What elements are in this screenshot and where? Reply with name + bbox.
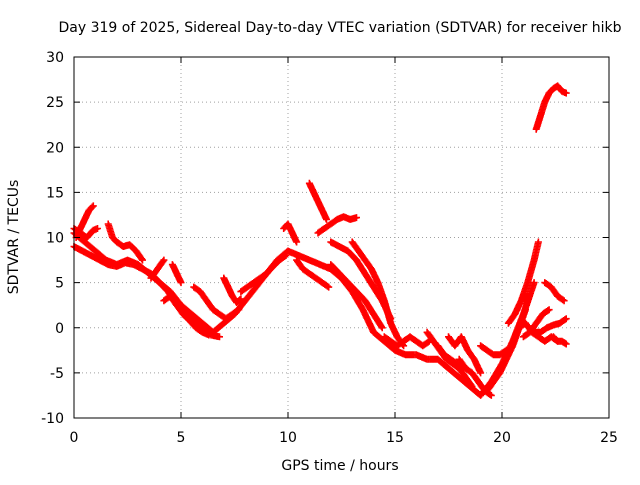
data-point	[562, 89, 570, 97]
data-point	[477, 369, 485, 377]
series-track-11	[237, 252, 290, 296]
data-point	[177, 279, 185, 287]
series-track-7	[160, 292, 213, 339]
series-track-31	[549, 333, 570, 348]
x-tick-label: 25	[600, 430, 618, 446]
data-point	[562, 340, 570, 348]
y-tick-label: 5	[55, 276, 64, 292]
series-track-13	[293, 256, 333, 291]
data-point	[138, 255, 146, 263]
y-tick-label: 10	[46, 231, 64, 247]
data-point	[325, 283, 333, 291]
series-track-32	[532, 82, 570, 133]
series-track-15	[314, 213, 360, 237]
data-point	[281, 253, 289, 260]
series-track-6	[147, 256, 168, 282]
y-tick-label: -5	[50, 366, 64, 382]
series-track-26	[504, 238, 542, 327]
y-tick-label: -10	[41, 411, 64, 427]
series-track-24	[477, 342, 510, 359]
y-axis-label: SDTVAR / TECUs	[6, 180, 22, 295]
data-point	[282, 252, 290, 259]
data-point	[560, 297, 568, 305]
x-tick-label: 5	[177, 430, 186, 446]
data-point	[216, 333, 223, 341]
data-point	[159, 257, 167, 265]
x-tick-label: 20	[493, 430, 511, 446]
data-point	[530, 279, 538, 287]
grid-layer	[74, 57, 609, 418]
data-point	[237, 295, 245, 303]
data-point	[236, 296, 244, 304]
data-point	[89, 202, 97, 210]
x-axis-label: GPS time / hours	[281, 458, 398, 474]
series-track-10	[220, 274, 245, 306]
data-point	[160, 256, 168, 264]
data-point	[88, 203, 96, 211]
data-point	[544, 307, 552, 315]
data-point	[424, 338, 432, 346]
chart-title: Day 319 of 2025, Sidereal Day-to-day VTE…	[59, 20, 622, 36]
series-track-30	[541, 279, 568, 305]
y-tick-label: 20	[46, 140, 64, 156]
data-point	[486, 391, 494, 398]
data-point	[234, 307, 241, 315]
data-point	[353, 214, 360, 222]
data-point	[323, 282, 331, 290]
y-tick-label: 30	[46, 50, 64, 66]
series-track-29	[530, 315, 570, 336]
series-track-12	[280, 220, 301, 246]
series-track-5	[104, 220, 146, 264]
data-point	[377, 323, 385, 330]
series-track-21	[434, 342, 467, 372]
x-tick-label: 0	[70, 430, 79, 446]
data-point	[94, 225, 101, 232]
x-tick-label: 10	[279, 430, 297, 446]
data-point	[235, 306, 243, 314]
series-track-9	[190, 283, 243, 323]
data-point	[293, 238, 301, 246]
y-tick-label: 0	[55, 321, 64, 337]
data-point	[468, 382, 476, 390]
data-point	[534, 238, 542, 246]
y-tick-label: 15	[46, 185, 64, 201]
y-tick-label: 25	[46, 95, 64, 111]
data-point	[545, 306, 553, 314]
data-point	[378, 324, 386, 332]
data-marks	[70, 82, 570, 399]
data-point	[205, 331, 213, 339]
series-track-19	[380, 333, 433, 350]
data-point	[139, 256, 146, 264]
data-point	[487, 391, 495, 399]
series-track-8	[168, 261, 185, 287]
x-tick-label: 15	[386, 430, 404, 446]
series-track-22	[445, 333, 485, 377]
data-point	[323, 215, 330, 223]
data-point	[562, 315, 570, 323]
series-track-17	[327, 261, 386, 332]
data-point	[559, 296, 567, 304]
data-point	[561, 316, 569, 324]
data-point	[522, 306, 529, 314]
axis-layer: 0 5 10 15 20 25 -10 -5 0 5 10 15 20 25 30	[41, 50, 618, 446]
series-track-14	[305, 179, 330, 223]
data-point	[467, 381, 475, 389]
